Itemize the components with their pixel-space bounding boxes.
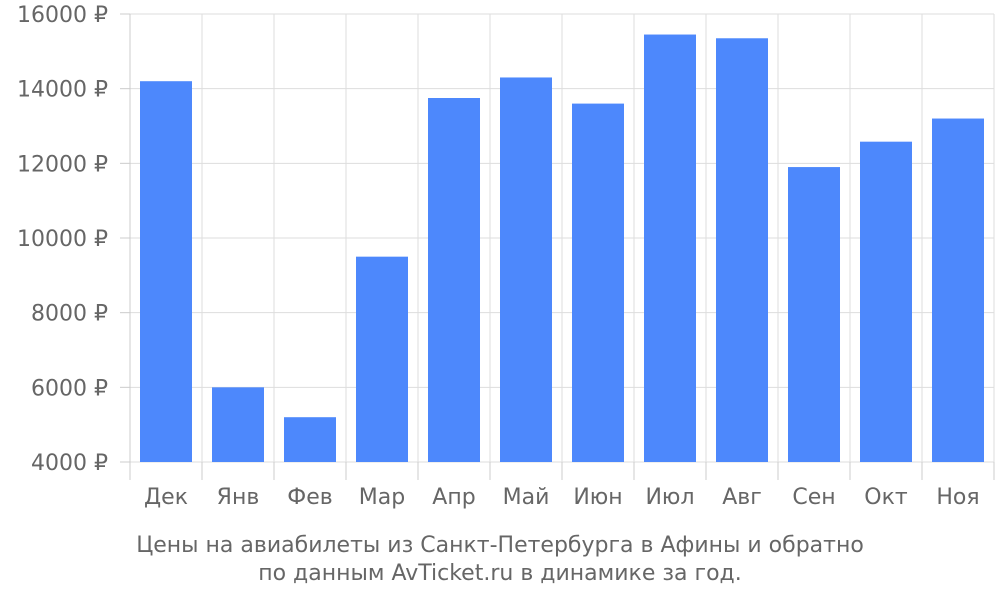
- bar-8: [644, 34, 696, 463]
- x-tick-label: Дек: [144, 485, 188, 510]
- bars: [140, 34, 984, 463]
- y-tick-labels: 4000 ₽ 6000 ₽ 8000 ₽ 10000 ₽ 12000 ₽ 14000 ₽ 1…: [17, 3, 108, 476]
- caption-line-2: по данным AvTicket.ru в динамике за год.: [258, 561, 742, 586]
- bar-4: [356, 256, 408, 462]
- bar-12: [932, 118, 984, 463]
- y-tick-label: 12000 ₽: [17, 152, 108, 177]
- caption-line-1: Цены на авиабилеты из Санкт-Петербурга в…: [136, 533, 864, 558]
- y-tick-label: 8000 ₽: [31, 302, 108, 327]
- x-tick-label: Мар: [359, 485, 405, 510]
- bar-11: [860, 141, 912, 462]
- bar-10: [788, 167, 840, 463]
- bar-9: [716, 38, 768, 463]
- x-tick-labels: Дек Янв Фев Мар Апр Май Июн Июл Авг Сен Окт Ноя: [144, 485, 980, 510]
- axes: [120, 13, 995, 480]
- x-tick-label: Май: [503, 485, 550, 510]
- y-tick-label: 10000 ₽: [17, 227, 108, 252]
- grid-lines: [129, 13, 995, 463]
- x-tick-label: Июл: [645, 485, 694, 510]
- x-tick-label: Июн: [573, 485, 622, 510]
- bar-6: [500, 77, 552, 462]
- y-tick-label: 6000 ₽: [31, 376, 108, 401]
- x-tick-label: Сен: [792, 485, 835, 510]
- y-tick-label: 14000 ₽: [17, 78, 108, 103]
- x-tick-label: Авг: [722, 485, 762, 510]
- bar-2: [212, 387, 264, 462]
- x-tick-label: Апр: [432, 485, 475, 510]
- y-tick-label: 16000 ₽: [17, 3, 108, 28]
- x-tick-label: Ноя: [936, 485, 979, 510]
- bar-3: [284, 417, 336, 462]
- x-tick-label: Янв: [217, 485, 260, 510]
- bar-1: [140, 81, 192, 462]
- y-tick-label: 4000 ₽: [31, 451, 108, 476]
- bar-5: [428, 98, 480, 462]
- x-tick-label: Окт: [864, 485, 908, 510]
- x-tick-label: Фев: [287, 485, 332, 510]
- bar-7: [572, 103, 624, 462]
- chart-caption: Цены на авиабилеты из Санкт-Петербурга в…: [0, 532, 1000, 588]
